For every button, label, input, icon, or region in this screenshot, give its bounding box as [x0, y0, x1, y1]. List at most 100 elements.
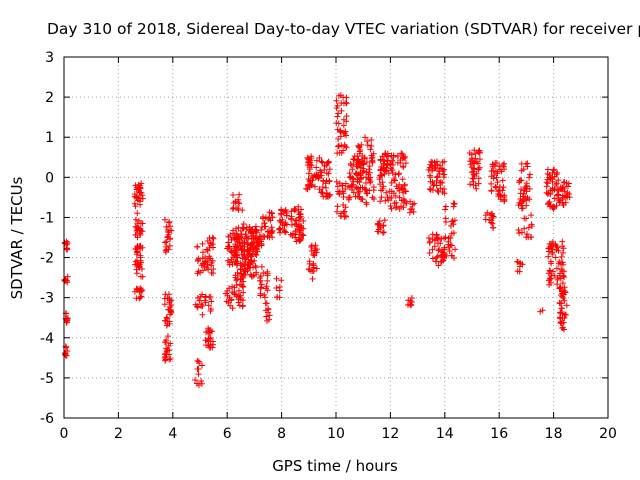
data-point	[318, 158, 325, 165]
data-point	[553, 180, 560, 187]
data-point	[399, 151, 406, 158]
data-point	[247, 244, 254, 251]
data-point	[445, 235, 452, 242]
data-point	[494, 170, 501, 177]
data-point	[377, 224, 384, 231]
data-point	[475, 180, 482, 187]
data-point	[526, 174, 533, 181]
data-point	[564, 183, 571, 190]
data-point	[234, 239, 241, 246]
data-point	[549, 268, 556, 275]
data-point	[257, 290, 264, 297]
data-point	[354, 193, 361, 200]
data-point	[523, 160, 530, 167]
data-point	[408, 301, 415, 308]
data-point	[364, 138, 371, 145]
data-point	[393, 203, 400, 210]
data-point	[333, 178, 340, 185]
data-point	[345, 196, 352, 203]
data-point	[243, 235, 250, 242]
data-point	[470, 165, 477, 172]
data-point	[383, 167, 390, 174]
data-point	[64, 348, 71, 355]
data-point	[555, 177, 562, 184]
data-point	[355, 189, 362, 196]
data-point	[228, 236, 235, 243]
data-point	[427, 174, 434, 181]
data-point	[340, 202, 347, 209]
data-point	[166, 320, 173, 327]
data-point	[546, 267, 553, 274]
data-point	[198, 377, 205, 384]
data-point	[366, 187, 373, 194]
data-point	[471, 147, 478, 154]
data-point	[441, 244, 448, 251]
data-point	[431, 181, 438, 188]
data-point	[432, 258, 439, 265]
data-point	[293, 221, 300, 228]
data-point	[470, 171, 477, 178]
data-point	[248, 258, 255, 265]
data-point	[233, 277, 240, 284]
data-point	[240, 221, 247, 228]
data-point	[234, 276, 241, 283]
data-point	[316, 154, 323, 161]
data-point	[437, 179, 444, 186]
data-point	[196, 359, 203, 366]
y-tick-label: 0	[45, 170, 54, 186]
data-point	[388, 157, 395, 164]
data-point	[342, 213, 349, 220]
data-point	[248, 272, 255, 279]
data-point	[353, 163, 360, 170]
data-point	[300, 232, 307, 239]
data-point	[493, 160, 500, 167]
data-point	[293, 238, 300, 245]
data-point	[204, 247, 211, 254]
data-point	[560, 268, 567, 275]
data-point	[383, 152, 390, 159]
data-point	[258, 263, 265, 270]
data-point	[385, 197, 392, 204]
data-point	[268, 229, 275, 236]
y-tick-label: -4	[40, 331, 54, 347]
data-point	[323, 190, 330, 197]
data-point	[205, 266, 212, 273]
data-point	[199, 362, 206, 369]
data-point	[132, 216, 139, 223]
data-point	[264, 277, 271, 284]
data-point	[237, 228, 244, 234]
data-point	[501, 194, 508, 201]
data-point	[61, 278, 68, 285]
data-point	[442, 234, 449, 241]
data-point	[134, 243, 141, 250]
data-point	[368, 143, 375, 150]
data-point	[167, 223, 174, 230]
data-point	[312, 247, 319, 254]
data-point	[317, 169, 324, 176]
data-point	[561, 297, 568, 304]
data-point	[380, 229, 387, 236]
data-point	[426, 249, 433, 256]
y-axis-label: SDTVAR / TECUs	[8, 176, 26, 299]
data-point	[164, 333, 171, 340]
data-point	[367, 179, 374, 186]
data-point	[225, 243, 232, 250]
data-point	[521, 225, 528, 232]
data-point	[341, 208, 348, 215]
data-point	[281, 222, 288, 229]
data-point	[260, 213, 267, 220]
data-point	[347, 160, 354, 167]
data-point	[260, 232, 267, 239]
data-point	[442, 218, 449, 225]
data-point	[132, 232, 139, 239]
data-point	[353, 185, 360, 192]
data-point	[162, 239, 169, 246]
data-point	[133, 193, 140, 200]
data-point	[323, 170, 330, 177]
data-point	[563, 302, 570, 309]
data-point	[248, 230, 255, 237]
data-point	[163, 348, 170, 355]
data-point	[134, 249, 141, 256]
data-point	[546, 174, 553, 181]
